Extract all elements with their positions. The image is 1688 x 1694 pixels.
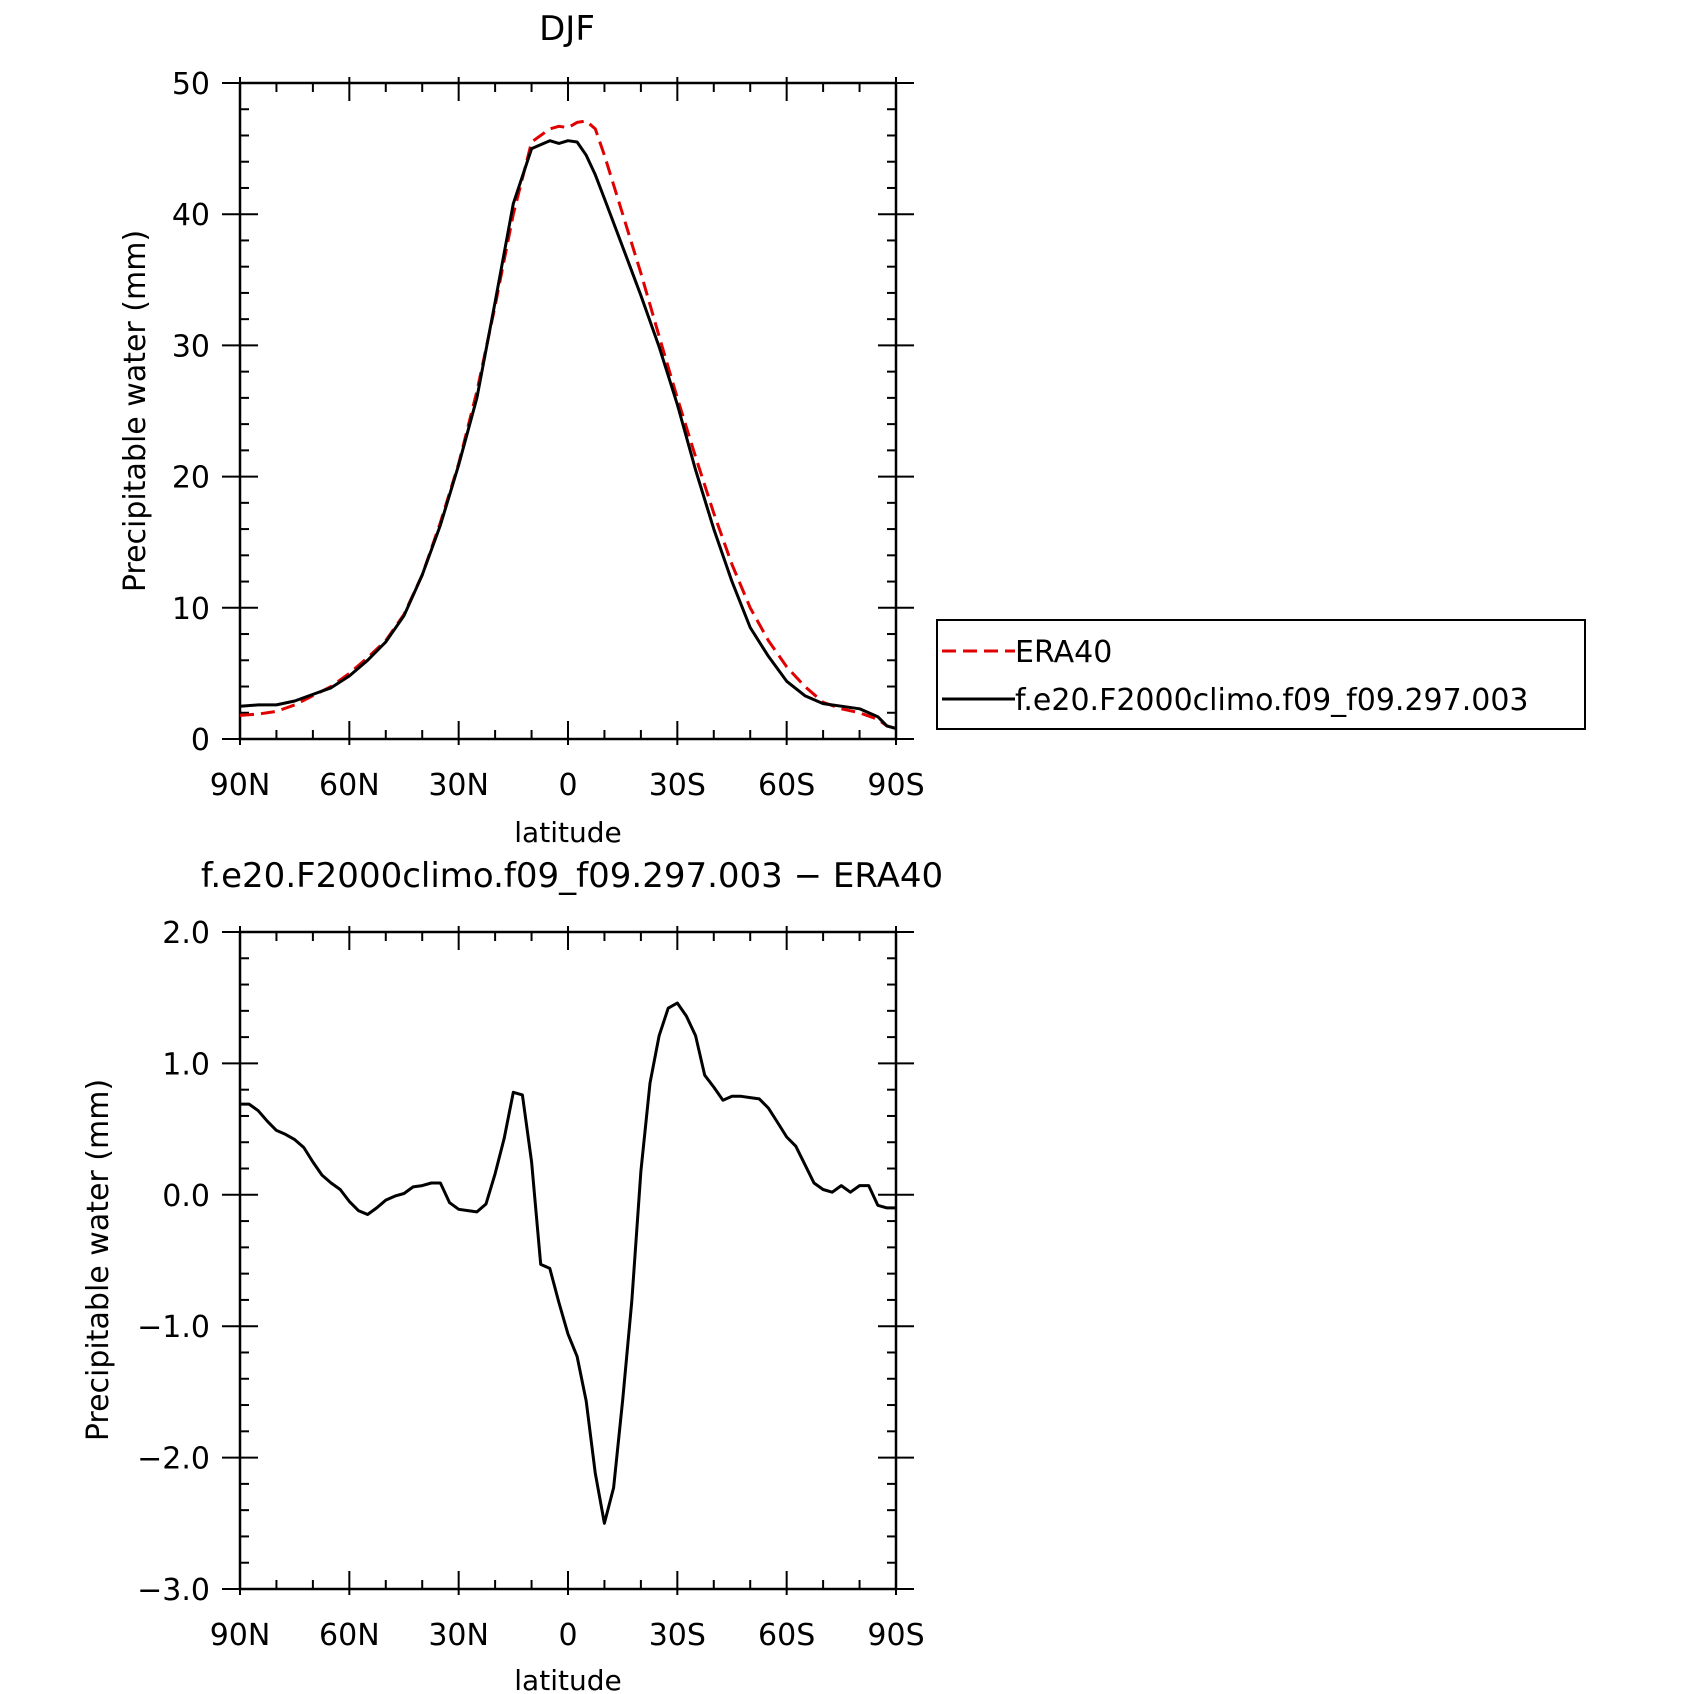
y-tick-labels: −3.0 −2.0 −1.0 0.0 1.0 2.0 [137,916,210,1608]
x-tick-label: 60S [758,1618,815,1653]
y-tick-label: 2.0 [162,916,210,951]
x-tick-label: 0 [558,1618,577,1653]
legend-label-era40: ERA40 [1015,635,1112,670]
tick-marks [222,77,914,745]
legend-label-model: f.e20.F2000climo.f09_f09.297.003 [1015,683,1529,718]
series-group [240,1001,896,1525]
tick-marks [222,926,914,1595]
y-tick-labels: 0 10 20 30 40 50 [172,67,210,758]
y-axis-label: Precipitable water (mm) [118,230,153,592]
x-tick-labels: 90N 60N 30N 0 30S 60S 90S [210,768,925,803]
legend-box [936,619,1586,730]
series-line-0 [239,119,897,730]
x-tick-label: 60S [758,768,815,803]
series-line-0 [240,1001,896,1525]
climatology-panel: DJF 90N 60N 30N 0 30S 60S 90S 0 10 20 30 40 50 lati… [118,9,1586,849]
x-tick-label: 60N [319,768,380,803]
y-tick-label: −1.0 [137,1310,210,1345]
x-tick-label: 30N [428,768,489,803]
x-tick-label: 90N [210,1618,271,1653]
y-tick-label: 0 [191,723,210,758]
x-tick-label: 90S [867,1618,924,1653]
y-tick-label: −2.0 [137,1442,210,1477]
y-tick-label: 40 [172,198,210,233]
series-group [239,119,897,730]
y-tick-label: 1.0 [162,1047,210,1082]
x-axis-label: latitude [514,1664,621,1694]
y-tick-label: 0.0 [162,1179,210,1214]
x-tick-label: 90S [867,768,924,803]
x-tick-label: 30S [649,1618,706,1653]
y-tick-label: 10 [172,592,210,627]
y-tick-label: 50 [172,67,210,102]
difference-panel: f.e20.F2000climo.f09_f09.297.003 − ERA40… [81,856,943,1694]
x-tick-label: 0 [558,768,577,803]
x-axis-label: latitude [514,816,621,849]
y-axis-label: Precipitable water (mm) [81,1079,116,1441]
y-tick-label: 20 [172,461,210,496]
x-tick-label: 90N [210,768,271,803]
y-tick-label: 30 [172,329,210,364]
legend: ERA40 f.e20.F2000climo.f09_f09.297.003 [936,619,1586,730]
x-tick-label: 60N [319,1618,380,1653]
chart-title: f.e20.F2000climo.f09_f09.297.003 − ERA40 [201,856,943,896]
x-tick-label: 30N [428,1618,489,1653]
x-tick-labels: 90N 60N 30N 0 30S 60S 90S [210,1618,925,1653]
plot-frame [238,81,898,741]
chart-title: DJF [539,9,595,49]
series-line-1 [239,139,897,730]
x-tick-label: 30S [649,768,706,803]
y-tick-label: −3.0 [137,1573,210,1608]
plot-frame [238,930,898,1591]
